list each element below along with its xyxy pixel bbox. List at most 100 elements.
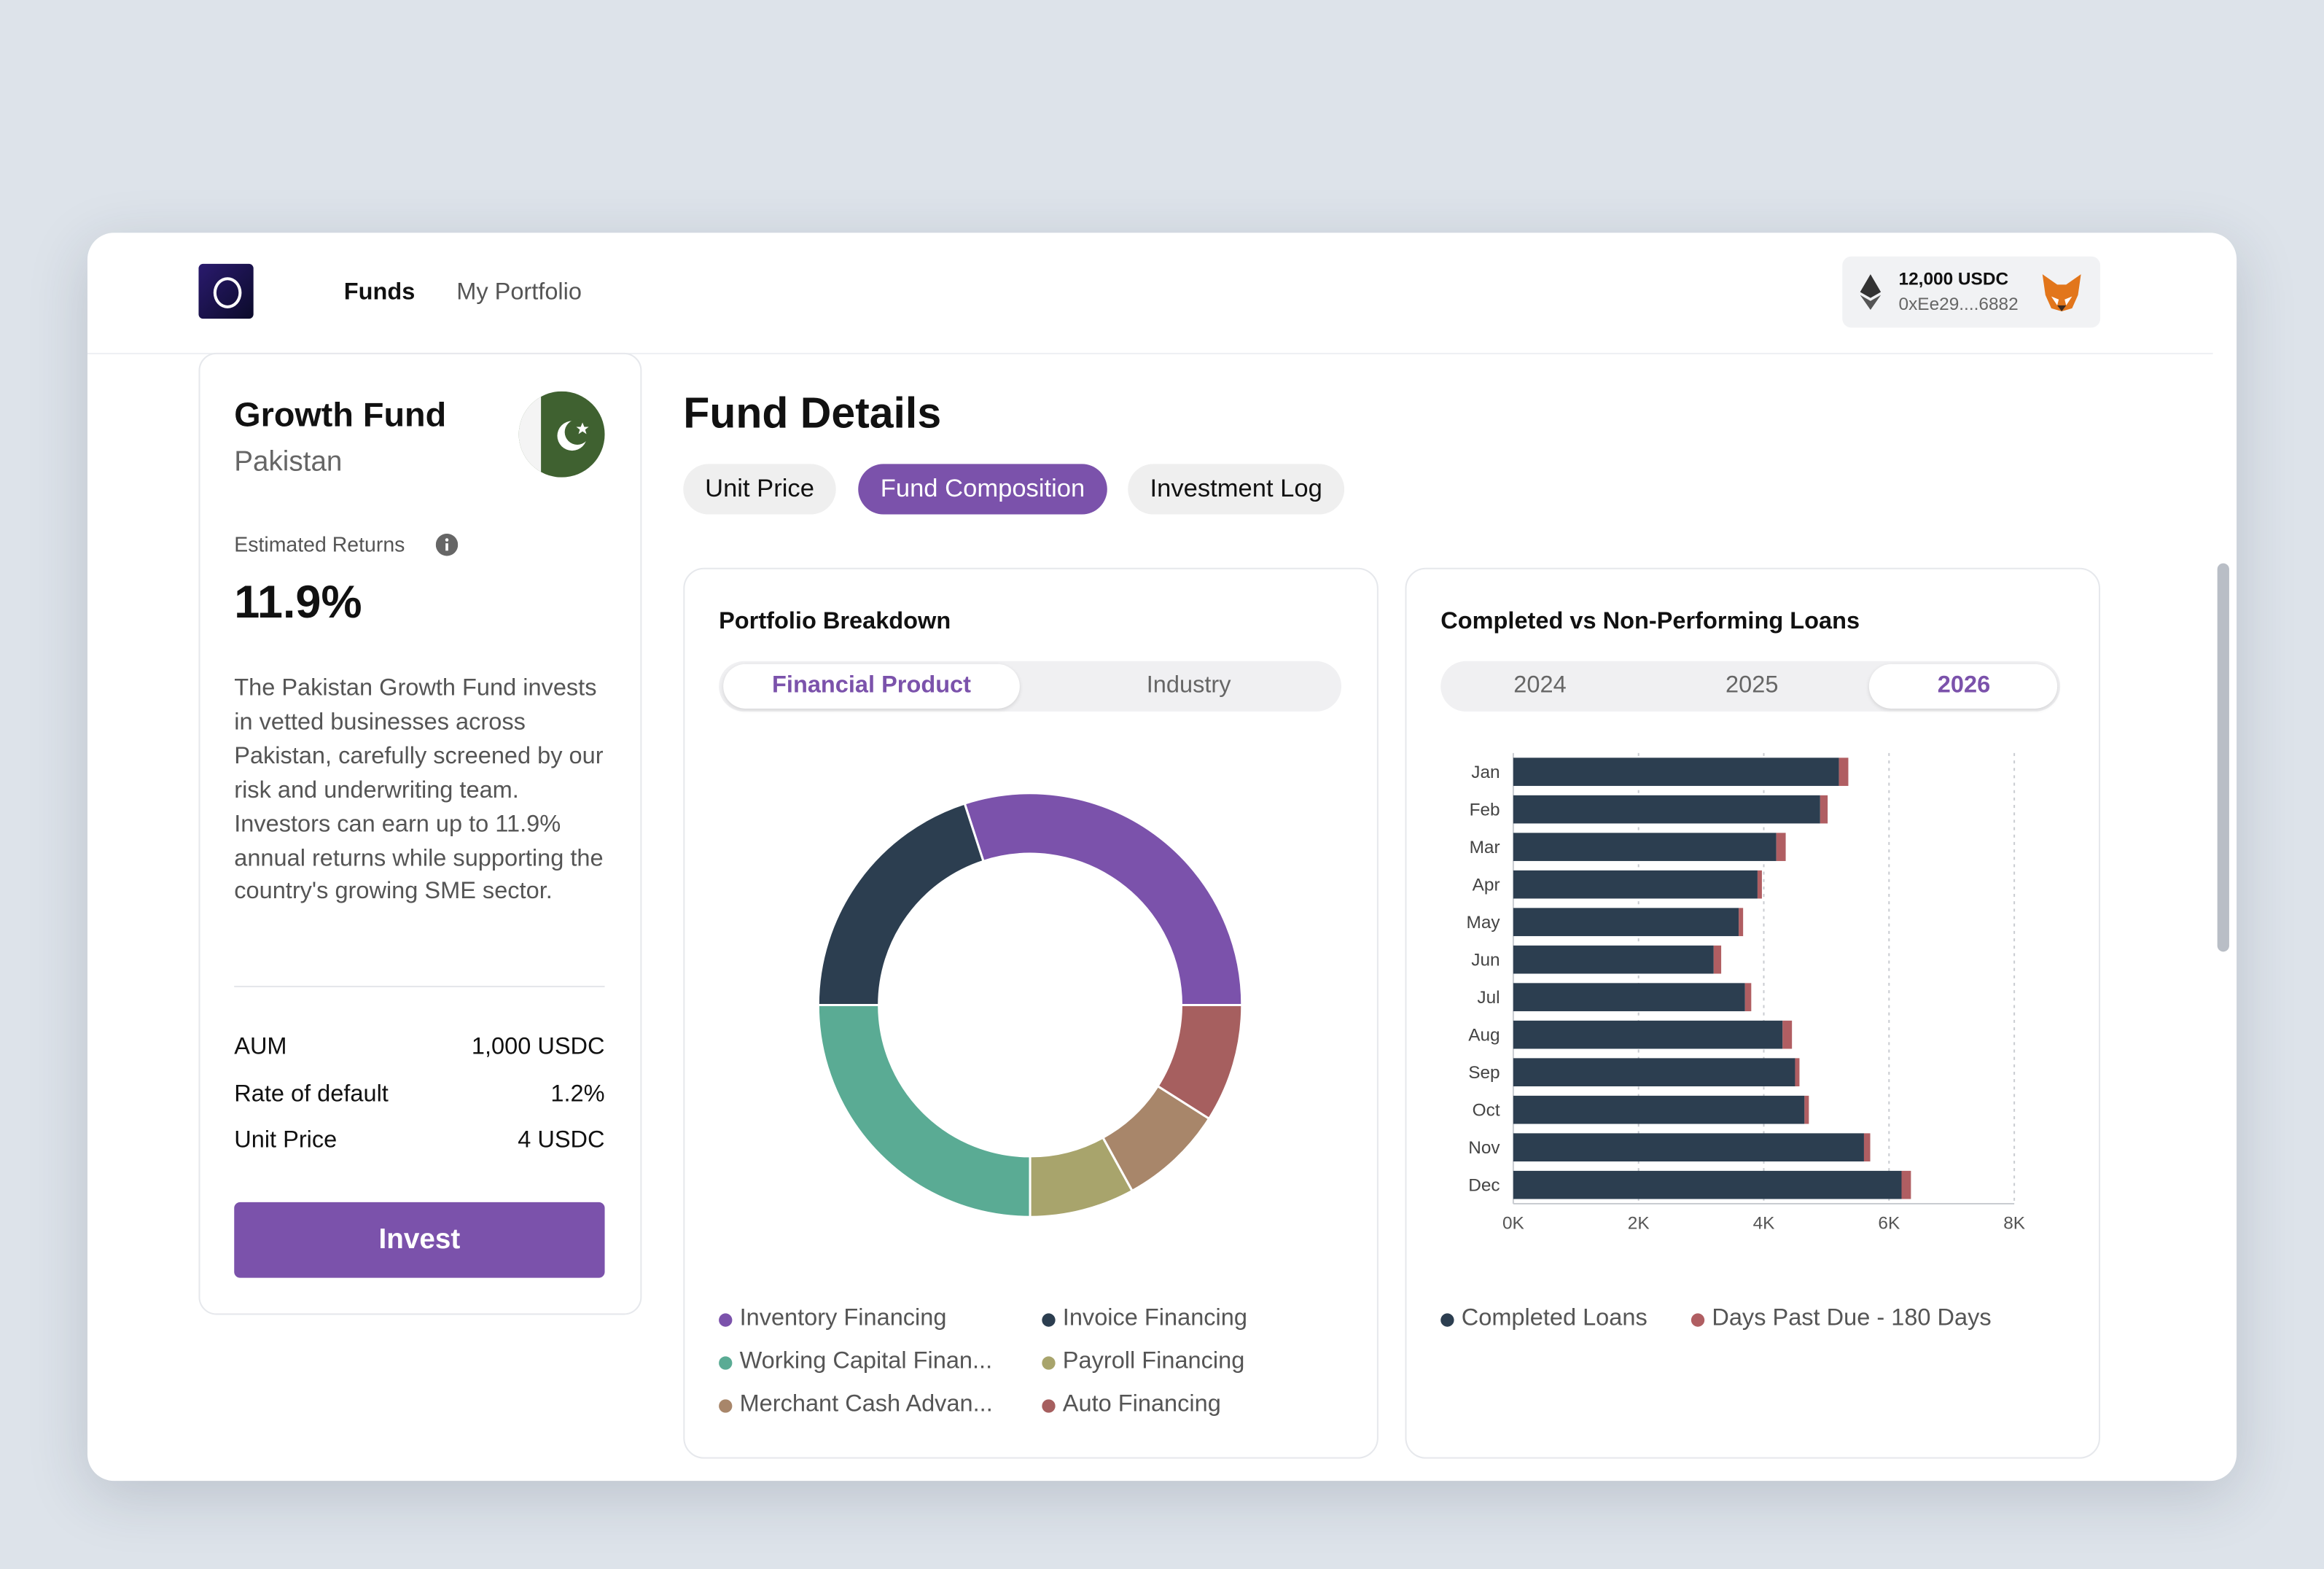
y-tick-label: Jul: [1477, 988, 1500, 1008]
legend-item: Days Past Due - 180 Days: [1691, 1306, 1992, 1333]
chart-card: [683, 567, 1379, 1459]
toggle-active: [1868, 663, 2058, 709]
header-divider: [87, 352, 2213, 354]
toggle: [719, 661, 1342, 712]
stat-label: Unit Price: [234, 1128, 338, 1153]
y-tick-label: Jan: [1471, 763, 1500, 782]
bar-segment: [1804, 1095, 1809, 1124]
legend-swatch: [1042, 1355, 1056, 1369]
details-title: Fund Details: [683, 390, 942, 438]
bar-segment: [1795, 1058, 1800, 1086]
tab[interactable]: Fund Composition: [858, 464, 1107, 515]
legend-label: Working Capital Finan...: [739, 1349, 993, 1374]
legend-item: Auto Financing: [1042, 1392, 1221, 1419]
y-tick-label: Dec: [1468, 1175, 1500, 1195]
x-tick-label: 0K: [1502, 1214, 1524, 1234]
bar-segment: [1513, 833, 1777, 861]
toggle-active: [723, 663, 1020, 709]
fund-country: Pakistan: [234, 447, 343, 478]
tab[interactable]: Investment Log: [1128, 464, 1345, 515]
card-divider: [234, 986, 605, 988]
stat-value: 1.2%: [550, 1082, 605, 1107]
bar-segment: [1513, 983, 1745, 1011]
bar-segment: [1838, 758, 1849, 786]
donut-slice: [1156, 1003, 1244, 1121]
legend-swatch: [1042, 1398, 1056, 1412]
stat-label: AUM: [234, 1035, 287, 1060]
y-tick-label: Nov: [1468, 1138, 1500, 1158]
y-tick-label: Oct: [1473, 1100, 1500, 1120]
flag-icon: [518, 391, 605, 478]
legend-swatch: [719, 1312, 733, 1326]
toggle-option[interactable]: 2026: [1937, 673, 1991, 698]
bar-segment: [1513, 758, 1839, 786]
bar-segment: [1513, 1058, 1795, 1086]
fund-description: The Pakistan Growth Fund invests in vett…: [234, 676, 604, 906]
toggle-option[interactable]: Industry: [1146, 673, 1231, 698]
chart-title: Portfolio Breakdown: [719, 609, 951, 635]
legend-item: Merchant Cash Advan...: [719, 1392, 993, 1419]
logo[interactable]: [198, 263, 254, 319]
bar-segment: [1513, 1170, 1902, 1199]
toggle-option[interactable]: 2024: [1513, 673, 1567, 698]
donut-slice: [816, 1003, 1032, 1218]
legend-swatch: [1691, 1312, 1705, 1326]
x-tick-label: 8K: [2003, 1214, 2025, 1234]
y-tick-label: Sep: [1468, 1063, 1500, 1083]
y-tick-label: Aug: [1468, 1025, 1500, 1045]
invest-button[interactable]: Invest: [234, 1202, 605, 1278]
bar-segment: [1782, 1020, 1793, 1049]
wallet-fox-icon: [2042, 274, 2081, 311]
donut-chart: [816, 792, 1244, 1218]
y-tick-label: Apr: [1473, 875, 1500, 895]
wallet-box[interactable]: [1842, 256, 2101, 328]
scrollbar-thumb[interactable]: [2217, 563, 2229, 952]
returns-value: 11.9%: [234, 575, 362, 628]
bar-segment: [1820, 795, 1828, 824]
toggle: [1440, 661, 2061, 712]
legend-item: Completed Loans: [1440, 1306, 1648, 1333]
bar-segment: [1513, 870, 1758, 899]
bar-segment: [1513, 1020, 1783, 1049]
donut-slice: [963, 792, 1244, 1007]
bar-segment: [1713, 945, 1722, 974]
legend-swatch: [1042, 1312, 1056, 1326]
eth-icon: [1860, 274, 1882, 310]
x-tick-label: 2K: [1628, 1214, 1650, 1234]
bar-segment: [1513, 1133, 1864, 1162]
legend-label: Days Past Due - 180 Days: [1712, 1306, 1992, 1331]
legend-label: Completed Loans: [1461, 1306, 1648, 1331]
y-tick-label: Feb: [1470, 800, 1500, 819]
legend-item: Inventory Financing: [719, 1306, 946, 1333]
bar-segment: [1776, 833, 1786, 861]
wallet-address: 0xEe29....6882: [1898, 293, 2019, 315]
legend-label: Payroll Financing: [1062, 1349, 1245, 1374]
x-tick-label: 6K: [1878, 1214, 1900, 1234]
legend-item: Invoice Financing: [1042, 1306, 1247, 1333]
bar-segment: [1513, 908, 1739, 936]
legend-label: Invoice Financing: [1062, 1306, 1247, 1331]
legend-swatch: [719, 1398, 733, 1412]
bar-segment: [1513, 945, 1714, 974]
toggle-option[interactable]: 2025: [1726, 673, 1779, 698]
nav-link[interactable]: My Portfolio: [456, 280, 582, 305]
logo-ring: [213, 277, 242, 308]
nav-link[interactable]: Funds: [343, 280, 416, 305]
stat-label: Rate of default: [234, 1082, 389, 1107]
info-icon[interactable]: [435, 533, 459, 556]
stat-value: 1,000 USDC: [471, 1035, 605, 1060]
legend-item: Working Capital Finan...: [719, 1349, 992, 1376]
bar-segment: [1744, 983, 1752, 1011]
fund-card: [198, 352, 642, 1315]
legend-swatch: [1440, 1312, 1454, 1326]
legend-label: Inventory Financing: [739, 1306, 947, 1331]
chart-title: Completed vs Non-Performing Loans: [1440, 609, 1860, 635]
bar-segment: [1739, 908, 1744, 936]
y-tick-label: Mar: [1470, 838, 1500, 857]
returns-label: Estimated Returns: [234, 532, 405, 556]
toggle-option[interactable]: Financial Product: [772, 673, 972, 698]
legend-swatch: [719, 1355, 733, 1369]
tab[interactable]: Unit Price: [683, 464, 836, 515]
